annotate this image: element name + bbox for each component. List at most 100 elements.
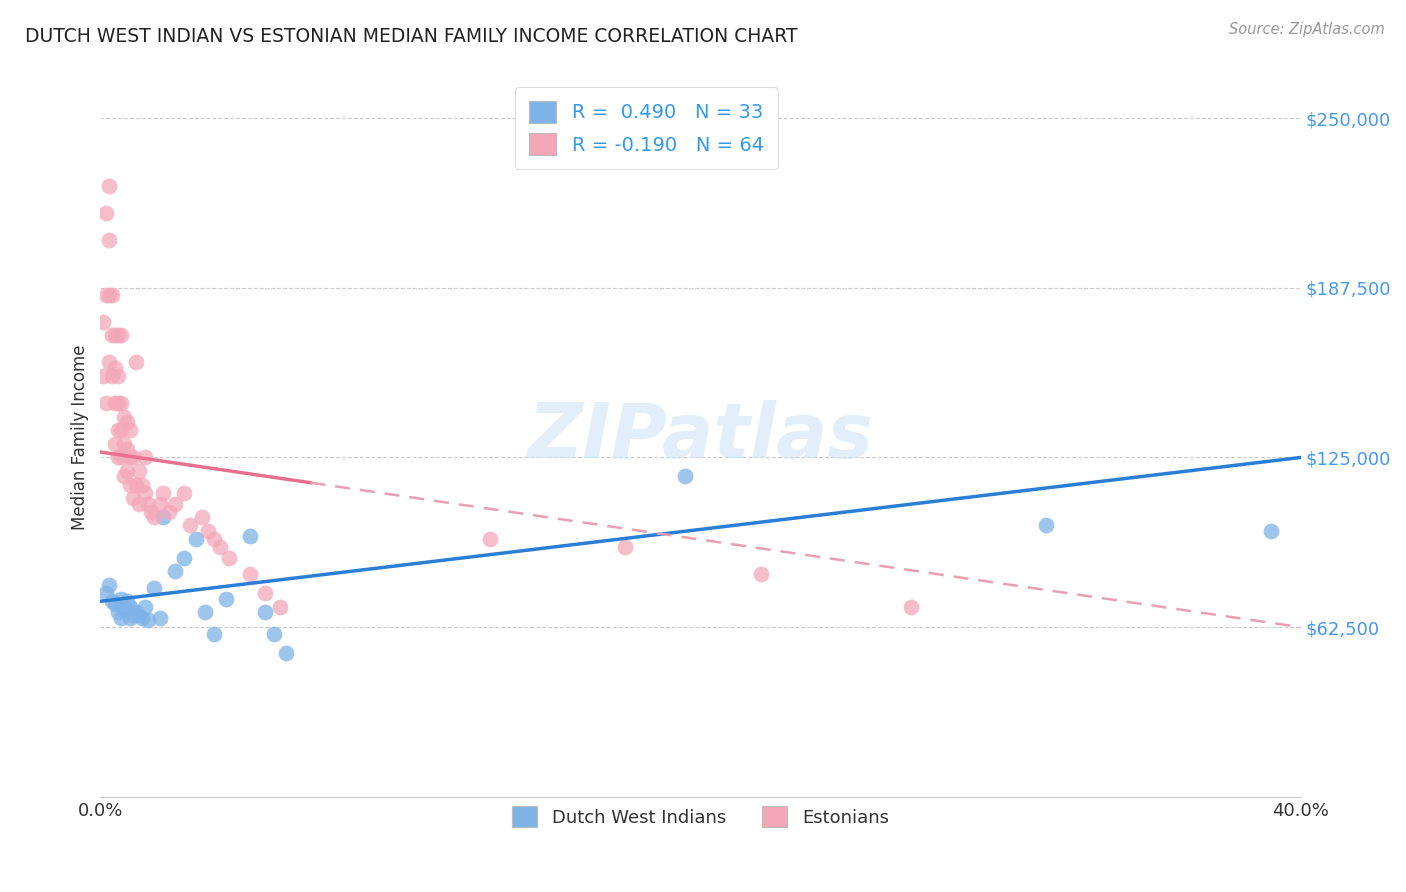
Point (96, 586, 118, 600)
Point (120, 610, 142, 624)
Point (143, 510, 166, 524)
Point (134, 450, 156, 465)
Point (149, 610, 172, 624)
Point (107, 605, 129, 619)
Point (749, 567, 772, 582)
Text: ZIPatlas: ZIPatlas (527, 401, 873, 475)
Point (125, 605, 148, 619)
Point (107, 450, 129, 465)
Point (98, 233, 121, 247)
Point (194, 605, 217, 619)
Point (128, 607, 150, 622)
Point (179, 518, 201, 533)
Point (1035, 518, 1057, 533)
Point (104, 328, 127, 343)
Point (101, 369, 124, 384)
Point (134, 485, 156, 500)
Point (110, 591, 132, 606)
Point (98, 355, 121, 369)
Point (675, 469, 697, 483)
Point (110, 450, 132, 465)
Point (122, 450, 145, 465)
Point (112, 602, 135, 616)
Point (93, 315, 115, 329)
Point (98, 179, 121, 194)
Point (128, 497, 150, 511)
Point (104, 396, 127, 410)
Point (107, 328, 129, 343)
Point (173, 550, 195, 565)
Point (96, 206, 118, 220)
Text: DUTCH WEST INDIAN VS ESTONIAN MEDIAN FAMILY INCOME CORRELATION CHART: DUTCH WEST INDIAN VS ESTONIAN MEDIAN FAM… (25, 27, 799, 45)
Point (101, 328, 124, 343)
Point (104, 360, 127, 375)
Point (110, 328, 132, 343)
Point (120, 423, 142, 437)
Point (157, 505, 180, 519)
Point (128, 464, 150, 478)
Point (215, 591, 238, 606)
Point (93, 369, 115, 384)
Point (98, 578, 121, 592)
Point (117, 442, 139, 457)
Point (239, 529, 262, 543)
Point (101, 594, 124, 608)
Point (276, 646, 298, 660)
Point (110, 423, 132, 437)
Point (202, 627, 225, 641)
Point (209, 540, 232, 554)
Point (138, 497, 160, 511)
Point (254, 586, 277, 600)
Point (141, 505, 163, 519)
Point (900, 599, 922, 614)
Point (1260, 524, 1282, 538)
Point (96, 287, 118, 301)
Point (117, 415, 139, 429)
Point (218, 550, 240, 565)
Point (112, 409, 135, 424)
Point (254, 605, 277, 619)
Point (134, 599, 156, 614)
Point (125, 355, 148, 369)
Point (120, 450, 142, 465)
Point (104, 437, 127, 451)
Point (120, 477, 142, 491)
Point (104, 597, 127, 611)
Point (117, 464, 139, 478)
Point (122, 607, 145, 622)
Point (186, 532, 208, 546)
Point (120, 599, 142, 614)
Point (269, 599, 291, 614)
Point (101, 287, 124, 301)
Point (131, 610, 153, 624)
Point (107, 369, 129, 384)
Point (110, 610, 132, 624)
Point (117, 594, 139, 608)
Point (239, 567, 262, 582)
Point (107, 396, 129, 410)
Point (143, 581, 166, 595)
Text: Source: ZipAtlas.com: Source: ZipAtlas.com (1229, 22, 1385, 37)
Point (197, 524, 219, 538)
Point (125, 477, 148, 491)
Point (165, 565, 187, 579)
Point (96, 396, 118, 410)
Point (98, 287, 121, 301)
Point (165, 497, 187, 511)
Point (110, 396, 132, 410)
Legend: Dutch West Indians, Estonians: Dutch West Indians, Estonians (505, 799, 896, 835)
Point (122, 491, 145, 506)
Point (112, 437, 135, 451)
Point (263, 627, 285, 641)
Point (112, 469, 135, 483)
Y-axis label: Median Family Income: Median Family Income (72, 344, 89, 530)
Point (131, 477, 153, 491)
Point (138, 613, 160, 627)
Point (191, 510, 214, 524)
Point (173, 485, 195, 500)
Point (152, 510, 174, 524)
Point (107, 423, 129, 437)
Point (202, 532, 225, 546)
Point (149, 497, 172, 511)
Point (614, 540, 637, 554)
